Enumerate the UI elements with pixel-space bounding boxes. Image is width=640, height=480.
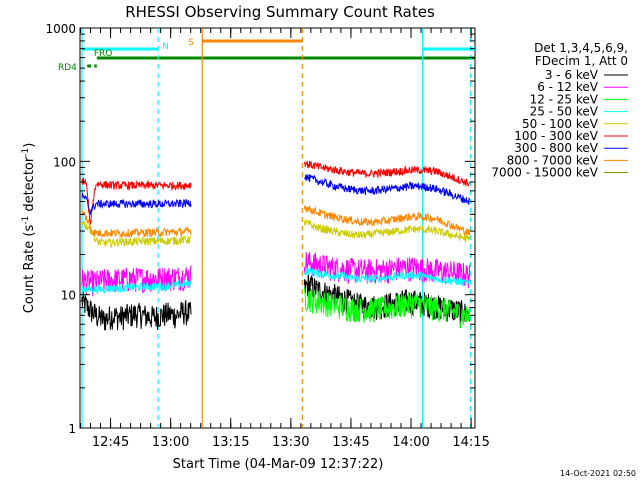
y-tick-label: 1000 <box>45 22 76 36</box>
chart-title: RHESSI Observing Summary Count Rates <box>125 3 435 21</box>
series-line <box>81 265 192 296</box>
y-tick-label: 10 <box>61 289 76 303</box>
series-line <box>303 174 471 205</box>
legend-entry-label: 50 - 100 keV <box>522 117 599 131</box>
y-label-part-3: ) <box>22 143 37 148</box>
series-line <box>303 251 471 289</box>
y-label-sup-2: -1 <box>21 148 31 157</box>
x-axis-label: Start Time (04-Mar-09 12:37:22) <box>173 457 384 472</box>
status-flags: N S FRO RD4 <box>58 38 475 73</box>
y-tick-label: 100 <box>53 155 76 169</box>
plot-frame <box>79 27 476 429</box>
legend-entry-label: 12 - 25 keV <box>530 92 599 106</box>
x-axis-ticks: 12:45 13:00 13:15 13:30 13:45 14:00 14:15 <box>80 28 490 450</box>
state-change-lines <box>81 28 472 428</box>
flag-label-fro: FRO <box>94 49 113 59</box>
data-series <box>81 160 471 331</box>
legend-entry-label: 800 - 7000 keV <box>507 153 599 167</box>
series-line <box>303 160 471 188</box>
legend-entry-label: 300 - 800 keV <box>514 141 598 155</box>
series-line <box>303 287 471 329</box>
legend: Det 1,3,4,5,6,9, FDecim 1, Att 0 3 - 6 k… <box>491 41 628 180</box>
series-line <box>81 290 192 331</box>
x-tick-label: 13:45 <box>332 435 369 450</box>
series-line <box>81 210 192 239</box>
x-tick-label: 13:15 <box>212 435 249 450</box>
y-label-sup-1: -1 <box>21 216 31 225</box>
legend-header-1: Det 1,3,4,5,6,9, <box>534 41 628 55</box>
x-tick-label: 14:00 <box>392 435 429 450</box>
legend-header-2: FDecim 1, Att 0 <box>535 54 628 68</box>
footer-timestamp: 14-Oct-2021 02:50 <box>560 469 636 478</box>
y-tick-label: 1 <box>68 422 76 436</box>
flag-label-rd4: RD4 <box>58 63 77 73</box>
series-line <box>81 192 192 215</box>
flag-label-n: N <box>162 42 169 52</box>
flag-label-s: S <box>188 38 194 48</box>
legend-entry-label: 3 - 6 keV <box>545 68 599 82</box>
legend-entry-label: 6 - 12 keV <box>537 80 599 94</box>
x-tick-label: 13:30 <box>272 435 309 450</box>
series-line <box>303 219 471 243</box>
x-tick-label: 13:00 <box>152 435 189 450</box>
legend-entry-label: 25 - 50 keV <box>530 105 599 119</box>
x-tick-label: 14:15 <box>452 435 489 450</box>
series-line <box>303 205 471 237</box>
y-axis-label: Count Rate (s-1 detector-1) <box>21 143 37 314</box>
legend-entry-label: 7000 - 15000 keV <box>491 166 598 180</box>
series-line <box>81 220 192 248</box>
series-line <box>81 279 192 296</box>
series-line <box>304 268 471 287</box>
y-label-part-1: Count Rate (s <box>22 225 37 314</box>
legend-entry-label: 100 - 300 keV <box>514 129 598 143</box>
y-axis-ticks: 1 10 100 1000 <box>45 22 475 436</box>
x-tick-label: 12:45 <box>92 435 129 450</box>
y-label-part-2: detector <box>22 156 37 216</box>
series-line <box>81 177 192 225</box>
